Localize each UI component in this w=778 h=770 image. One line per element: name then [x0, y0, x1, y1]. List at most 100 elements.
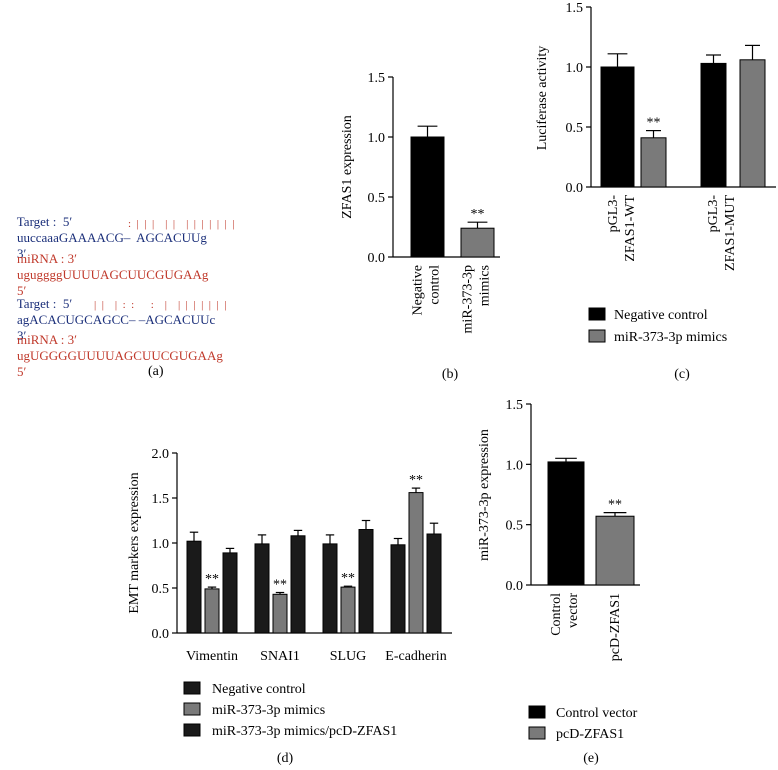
d-legend-label: miR-373-3p mimics [212, 703, 325, 718]
c-xtick-label: pGL3- [706, 195, 721, 233]
site1-target-suffix: 3′ [17, 246, 27, 261]
c-bar [700, 62, 727, 188]
site2-target-prefix: Target : 5′ [16, 296, 73, 311]
e-xtick-label: vector [566, 593, 581, 628]
b-bar [410, 136, 445, 258]
d-bar [358, 529, 374, 634]
b-panel-label: (b) [442, 367, 459, 382]
c-xtick-label: ZFAS1-WT [623, 195, 638, 262]
d-ytick-label: 0.5 [152, 582, 170, 597]
c-legend-swatch [588, 329, 606, 343]
d-ylabel: EMT markers expression [127, 472, 142, 613]
e-legend-swatch [528, 705, 546, 719]
d-xtick-label: Vimentin [186, 649, 238, 664]
d-legend-label: miR-373-3p mimics/pcD-ZFAS1 [212, 724, 397, 739]
c-bar [600, 66, 635, 188]
site2-mirna-seq: ugUGGGGUUUUAGCUUCGUGAAg [17, 348, 223, 363]
e-ylabel: miR-373-3p expression [477, 429, 492, 561]
e-xtick-label: pcD-ZFAS1 [608, 593, 623, 661]
e-panel-label: (e) [583, 751, 599, 766]
d-xtick-label: SLUG [330, 649, 367, 664]
d-significance: ** [341, 571, 355, 586]
site1-target-seq: uuccaaaGAAAACG– AGCACUUg [17, 230, 207, 245]
d-ytick-label: 1.5 [152, 492, 170, 507]
site1-mirna-suffix: 5′ [17, 283, 27, 298]
c-significance: ** [647, 116, 661, 131]
d-bar [322, 543, 338, 634]
d-panel-label: (d) [277, 751, 294, 766]
c-legend-label: Negative control [614, 308, 708, 323]
e-significance: ** [608, 498, 622, 513]
e-legend-label: Control vector [556, 706, 638, 721]
e-ytick-label: 0.5 [506, 519, 524, 534]
site2-target-suffix: 3′ [17, 328, 27, 343]
d-legend-swatch [183, 681, 201, 695]
b-ytick-label: 1.0 [368, 131, 386, 146]
e-legend-swatch [528, 726, 546, 740]
d-bar [390, 544, 406, 634]
d-bar [408, 492, 424, 634]
d-bar [186, 540, 202, 634]
site1-mirna-prefix: miRNA : 3′ [17, 251, 77, 266]
site1-mirna-seq: uguggggUUUUAGCUUCGUGAAg [17, 267, 209, 282]
e-ytick-label: 1.0 [506, 458, 524, 473]
e-bar [547, 461, 585, 586]
site2-target-seq: agACACUGCAGCC– –AGCACUUc [17, 312, 216, 327]
d-bar [272, 593, 288, 634]
d-significance: ** [205, 572, 219, 587]
site1-pairing: : | | | | | | | | | | | | [128, 218, 235, 230]
b-ytick-label: 0.0 [368, 251, 386, 266]
c-ytick-label: 1.5 [566, 1, 584, 16]
d-bar [204, 588, 220, 634]
d-ytick-label: 1.0 [152, 537, 170, 552]
b-xtick-label: control [428, 265, 443, 305]
d-ytick-label: 0.0 [152, 627, 170, 642]
b-ytick-label: 1.5 [368, 71, 386, 86]
site1-target-prefix: Target : 5′ [16, 214, 73, 229]
b-xtick-label: Negative [411, 265, 426, 316]
site2-target-row: Target : 5′ agACACUGCAGCC– –AGCACUUc 3′ [4, 280, 216, 360]
site2-mirna-prefix: miRNA : 3′ [17, 332, 77, 347]
c-xtick-label: pGL3- [606, 195, 621, 233]
c-bar [640, 137, 667, 188]
b-xtick-label: miR-373-3p [461, 265, 476, 333]
d-bar [340, 586, 356, 634]
d-xtick-label: SNAI1 [260, 649, 300, 664]
e-bar [595, 515, 635, 586]
b-bar [460, 227, 495, 258]
b-significance: ** [471, 207, 485, 222]
d-ytick-label: 2.0 [152, 447, 170, 462]
site1-target-row: Target : 5′ uuccaaaGAAAACG– AGCACUUg 3′ [4, 198, 207, 278]
e-legend-label: pcD-ZFAS1 [556, 727, 624, 742]
site2-mirna-suffix: 5′ [17, 364, 27, 379]
d-significance: ** [409, 473, 423, 488]
b-xtick-label: mimics [478, 265, 493, 306]
d-bar [290, 535, 306, 634]
d-legend-label: Negative control [212, 682, 306, 697]
c-bar [739, 59, 766, 188]
c-ytick-label: 0.0 [566, 181, 584, 196]
c-xtick-label: ZFAS1-MUT [723, 195, 738, 271]
e-ytick-label: 0.0 [506, 579, 524, 594]
c-legend-label: miR-373-3p mimics [614, 330, 727, 345]
e-ytick-label: 1.5 [506, 398, 524, 413]
b-ytick-label: 0.5 [368, 191, 386, 206]
e-xtick-label: Control [549, 593, 564, 636]
d-bar [254, 543, 270, 634]
d-bar [222, 552, 238, 634]
site2-mirna-row: miRNA : 3′ ugUGGGGUUUUAGCUUCGUGAAg 5′ [4, 316, 223, 396]
d-bar [426, 533, 442, 634]
c-legend-swatch [588, 307, 606, 321]
c-panel-label: (c) [674, 367, 690, 382]
panel-a-label: (a) [148, 364, 164, 379]
d-significance: ** [273, 578, 287, 593]
d-legend-swatch [183, 723, 201, 737]
c-ytick-label: 1.0 [566, 61, 584, 76]
d-xtick-label: E-cadherin [385, 649, 446, 664]
site1-mirna-row: miRNA : 3′ uguggggUUUUAGCUUCGUGAAg 5′ [4, 235, 208, 315]
c-ylabel: Luciferase activity [535, 46, 550, 151]
d-legend-swatch [183, 702, 201, 716]
b-ylabel: ZFAS1 expression [340, 115, 355, 219]
site2-pairing: | | | : : : | | | | | | | | [94, 299, 227, 311]
